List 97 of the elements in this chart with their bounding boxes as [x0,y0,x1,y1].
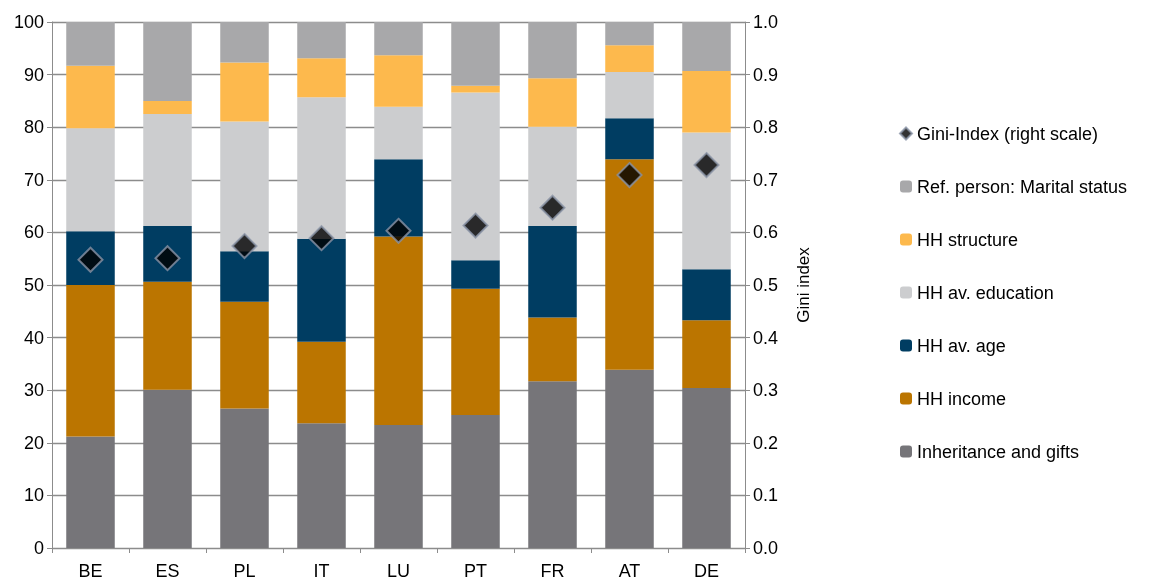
x-tick-label: FR [540,561,565,581]
bar [528,22,577,79]
y2-tick-label: 0.8 [753,117,779,138]
bar [143,281,192,390]
bar [374,106,423,160]
bar [528,226,577,318]
bar [682,388,731,548]
y-tick-label: 30 [23,380,44,401]
y-tick-label: 10 [23,485,44,506]
y2-tick-label: 0.2 [753,432,779,453]
bar [374,55,423,107]
y-tick-label: 0 [33,538,44,558]
x-tick-label: PT [463,561,488,581]
x-tick-label: PL [233,561,256,581]
legend-label: Gini-Index (right scale) [917,123,1099,144]
bar [528,317,577,382]
legend-label: HH av. age [917,335,1006,356]
x-tick-label: AT [618,561,641,581]
y-tick-label: 50 [23,275,44,295]
bar [451,92,500,261]
bar [220,121,269,252]
bar [682,22,731,71]
x-tick-label: LU [386,561,411,581]
point [385,217,412,244]
y-tick-label: 60 [23,222,44,243]
bar [297,238,346,342]
y2-tick-label: 0.1 [753,485,779,506]
bar [66,65,115,129]
bar [374,236,423,425]
bar [220,408,269,548]
bar [374,22,423,56]
bar [66,128,115,232]
y-tick-label: 100 [13,12,44,32]
bar [451,22,500,86]
bar [682,132,731,270]
y-tick-label: 20 [23,432,44,453]
y2-axis-title: Gini index [794,246,813,323]
bar [682,269,731,321]
bar [297,97,346,239]
bar [682,70,731,133]
bar [220,22,269,63]
bar [528,78,577,127]
bar [528,381,577,548]
bar [297,423,346,548]
bar [605,159,654,370]
legend-label: HH av. education [917,282,1054,303]
y2-tick-label: 0.4 [753,327,779,348]
y-tick-label: 80 [23,117,44,138]
x-tick-label: DE [693,561,720,581]
point [231,233,258,260]
x-tick-label: IT [313,561,330,581]
y-tick-label: 70 [23,169,44,190]
bar [220,251,269,302]
bar [605,118,654,160]
bar [220,301,269,409]
legend-label: Ref. person: Marital status [917,176,1128,197]
y2-tick-label: 1.0 [753,12,779,32]
bar [143,114,192,227]
bar [528,126,577,227]
bar [451,288,500,415]
y-tick-label: 90 [23,64,44,85]
bar [297,22,346,59]
bar [297,58,346,98]
bar [374,159,423,237]
bar [143,389,192,548]
point [308,225,335,252]
x-tick-label: BE [78,561,103,581]
legend-label: HH income [917,388,1007,409]
bar [451,414,500,548]
y2-tick-label: 0.7 [753,169,779,190]
bar [682,320,731,389]
y2-tick-label: 0.6 [753,222,779,243]
bar [605,45,654,72]
y2-tick-label: 0.5 [753,275,779,295]
y2-tick-label: 0.9 [753,64,779,85]
bar [66,436,115,548]
point [616,162,643,189]
bar [220,62,269,122]
bar [451,260,500,289]
point [693,152,720,179]
bar [605,22,654,46]
x-tick-label: ES [155,561,180,581]
bar [297,341,346,424]
y2-tick-label: 0.3 [753,380,779,401]
bar [143,22,192,101]
y-tick-label: 40 [23,327,44,348]
bar [143,100,192,115]
y2-tick-label: 0.0 [753,538,779,558]
bar [374,424,423,548]
bar [66,22,115,66]
bar [605,71,654,119]
bar [66,285,115,437]
bar [605,369,654,548]
legend-label: HH structure [917,229,1019,250]
point [462,212,489,239]
legend-label: Inheritance and gifts [917,441,1080,462]
point [539,194,566,221]
